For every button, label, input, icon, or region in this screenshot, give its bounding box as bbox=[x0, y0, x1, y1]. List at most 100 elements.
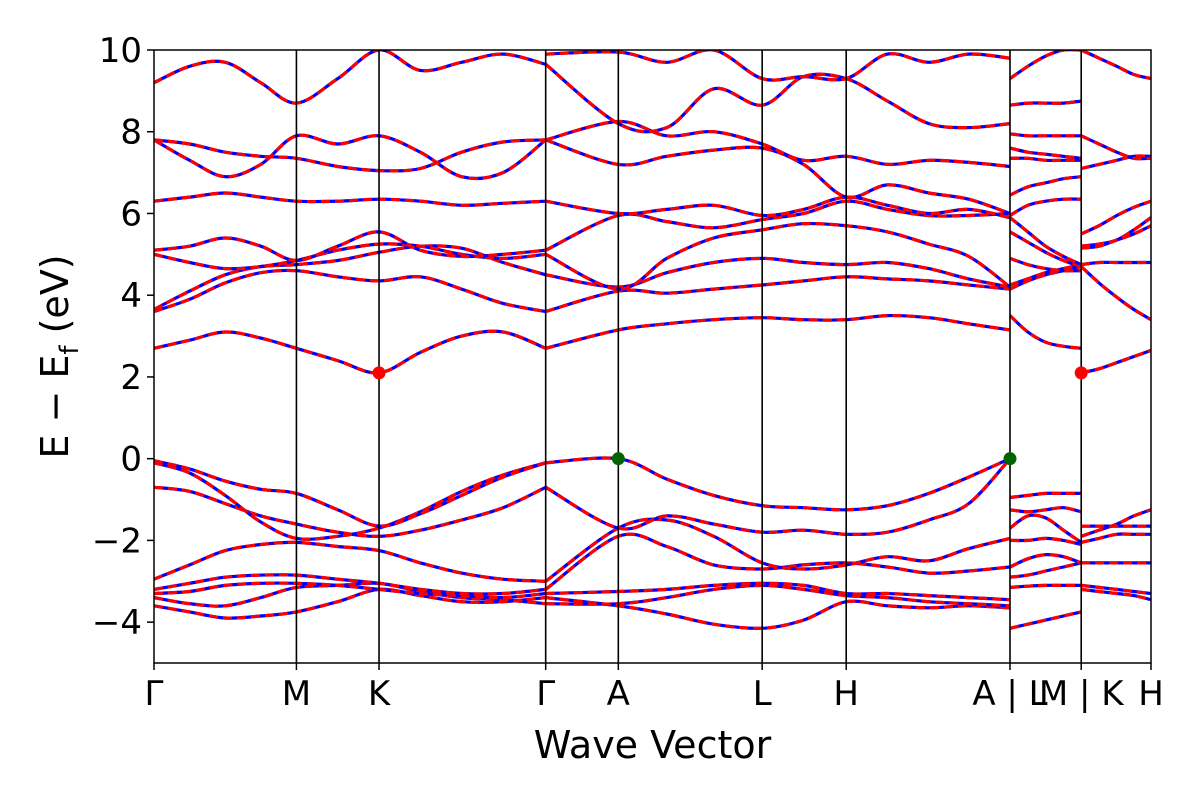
band-line-spin-up bbox=[545, 583, 1011, 608]
cbm-marker bbox=[372, 366, 386, 380]
y-tick-label: −4 bbox=[92, 603, 142, 643]
band-line-spin-up bbox=[1009, 175, 1082, 197]
band-line-spin-up bbox=[154, 244, 547, 311]
x-tick-label: H bbox=[1138, 674, 1164, 714]
band-line-spin-down bbox=[1009, 197, 1082, 217]
band-line-spin-up bbox=[154, 573, 546, 596]
band-line-spin-down bbox=[545, 50, 1011, 82]
band-line-spin-down bbox=[1080, 50, 1151, 81]
band-line-spin-down bbox=[154, 50, 547, 105]
vbm-marker bbox=[611, 452, 625, 466]
band-line-spin-up bbox=[1009, 561, 1082, 579]
band-line-spin-down bbox=[1009, 175, 1082, 197]
band-line-spin-up bbox=[1009, 256, 1082, 273]
band-line-spin-down bbox=[154, 461, 547, 541]
band-line-spin-up bbox=[544, 221, 1011, 291]
band-line-spin-up bbox=[545, 50, 1011, 82]
bands-layer bbox=[154, 50, 1151, 630]
band-line-spin-up bbox=[154, 540, 546, 583]
band-line-spin-up bbox=[545, 199, 1011, 252]
band-line-spin-down bbox=[1009, 216, 1082, 267]
y-tick-label: 2 bbox=[120, 358, 142, 398]
y-tick-label: 0 bbox=[120, 440, 142, 480]
band-line-spin-down bbox=[154, 230, 546, 263]
band-line-spin-up bbox=[154, 461, 547, 541]
x-tick-label: A bbox=[607, 674, 630, 714]
x-tick-label: K bbox=[368, 674, 392, 714]
band-line-spin-up bbox=[1080, 265, 1151, 322]
band-line-spin-up bbox=[1080, 348, 1151, 375]
band-line-spin-up bbox=[545, 138, 1011, 216]
band-line-spin-up bbox=[545, 581, 1011, 602]
band-line-spin-down bbox=[544, 457, 1012, 537]
band-line-spin-up bbox=[1009, 263, 1082, 287]
x-tick-label: M | K bbox=[1039, 674, 1125, 714]
y-tick-label: −2 bbox=[92, 521, 142, 561]
band-line-spin-up bbox=[1009, 50, 1082, 80]
band-line-spin-up bbox=[545, 195, 1011, 220]
vbm-marker bbox=[1003, 452, 1017, 466]
band-line-spin-up bbox=[1080, 587, 1151, 602]
y-axis-title: E − Ef (eV) bbox=[33, 254, 85, 458]
band-line-spin-up bbox=[544, 63, 1011, 134]
band-line-spin-up bbox=[1080, 508, 1151, 538]
band-line-spin-up bbox=[154, 587, 546, 620]
band-line-spin-up bbox=[1009, 553, 1082, 569]
cbm-marker bbox=[1074, 366, 1088, 380]
y-tick-label: 6 bbox=[120, 194, 142, 234]
band-line-spin-up bbox=[154, 230, 546, 263]
plot-frame bbox=[153, 49, 1152, 664]
band-line-spin-up bbox=[545, 119, 1011, 169]
band-line-spin-up bbox=[154, 459, 547, 528]
kpoint-lines bbox=[295, 50, 1083, 663]
x-axis-ticks: Γ M K Γ A L H A | LM | K H bbox=[145, 663, 1164, 714]
x-tick-label: M bbox=[282, 674, 311, 714]
band-line-spin-down bbox=[1009, 230, 1082, 269]
band-line-spin-up bbox=[1080, 216, 1151, 248]
x-tick-label: H bbox=[833, 674, 859, 714]
band-line-spin-up bbox=[1009, 506, 1082, 514]
band-line-spin-up bbox=[544, 532, 1011, 591]
band-line-spin-up bbox=[1009, 216, 1082, 267]
y-tick-label: 8 bbox=[120, 113, 142, 153]
y-axis-title-unit: (eV) bbox=[33, 254, 77, 345]
band-line-spin-down bbox=[545, 456, 1011, 512]
band-line-spin-up bbox=[1009, 99, 1082, 107]
band-line-spin-up bbox=[1080, 134, 1151, 161]
band-line-spin-up bbox=[544, 457, 1012, 537]
band-line-spin-up bbox=[154, 485, 547, 538]
band-line-spin-up bbox=[154, 138, 546, 173]
x-tick-label: L bbox=[753, 674, 772, 714]
band-line-spin-up bbox=[1008, 314, 1082, 350]
band-line-spin-up bbox=[1009, 513, 1083, 544]
y-tick-label: 10 bbox=[99, 31, 142, 71]
band-line-spin-up bbox=[1080, 154, 1151, 171]
band-line-spin-up bbox=[1009, 132, 1082, 138]
x-tick-label: A | L bbox=[972, 674, 1047, 714]
band-line-spin-up bbox=[1009, 156, 1082, 163]
band-line-spin-up bbox=[1081, 583, 1151, 596]
band-line-spin-up bbox=[1009, 146, 1082, 160]
band-line-spin-up bbox=[545, 456, 1011, 512]
band-line-spin-up bbox=[154, 268, 546, 314]
band-line-spin-down bbox=[154, 133, 547, 181]
x-axis-title: Wave Vector bbox=[534, 723, 772, 767]
band-line-spin-down bbox=[154, 268, 546, 314]
band-line-spin-up bbox=[1009, 197, 1082, 217]
x-tick-label: Γ bbox=[536, 674, 555, 714]
y-axis-ticks: 10 8 6 4 2 0 −2 −4 bbox=[92, 31, 154, 643]
band-line-spin-up bbox=[1009, 610, 1082, 630]
band-line-spin-up bbox=[1009, 491, 1082, 500]
band-line-spin-up bbox=[545, 313, 1011, 350]
band-line-spin-up bbox=[544, 517, 1011, 583]
band-line-spin-up bbox=[545, 256, 1011, 289]
band-line-spin-up bbox=[154, 191, 546, 207]
band-line-spin-up bbox=[1080, 260, 1151, 267]
band-line-spin-down bbox=[1080, 199, 1151, 236]
band-line-spin-down bbox=[544, 221, 1011, 291]
y-axis-title-subscript: f bbox=[55, 345, 85, 355]
x-tick-label: Γ bbox=[145, 674, 164, 714]
band-line-spin-up bbox=[1009, 583, 1082, 589]
band-line-spin-down bbox=[1009, 50, 1082, 80]
